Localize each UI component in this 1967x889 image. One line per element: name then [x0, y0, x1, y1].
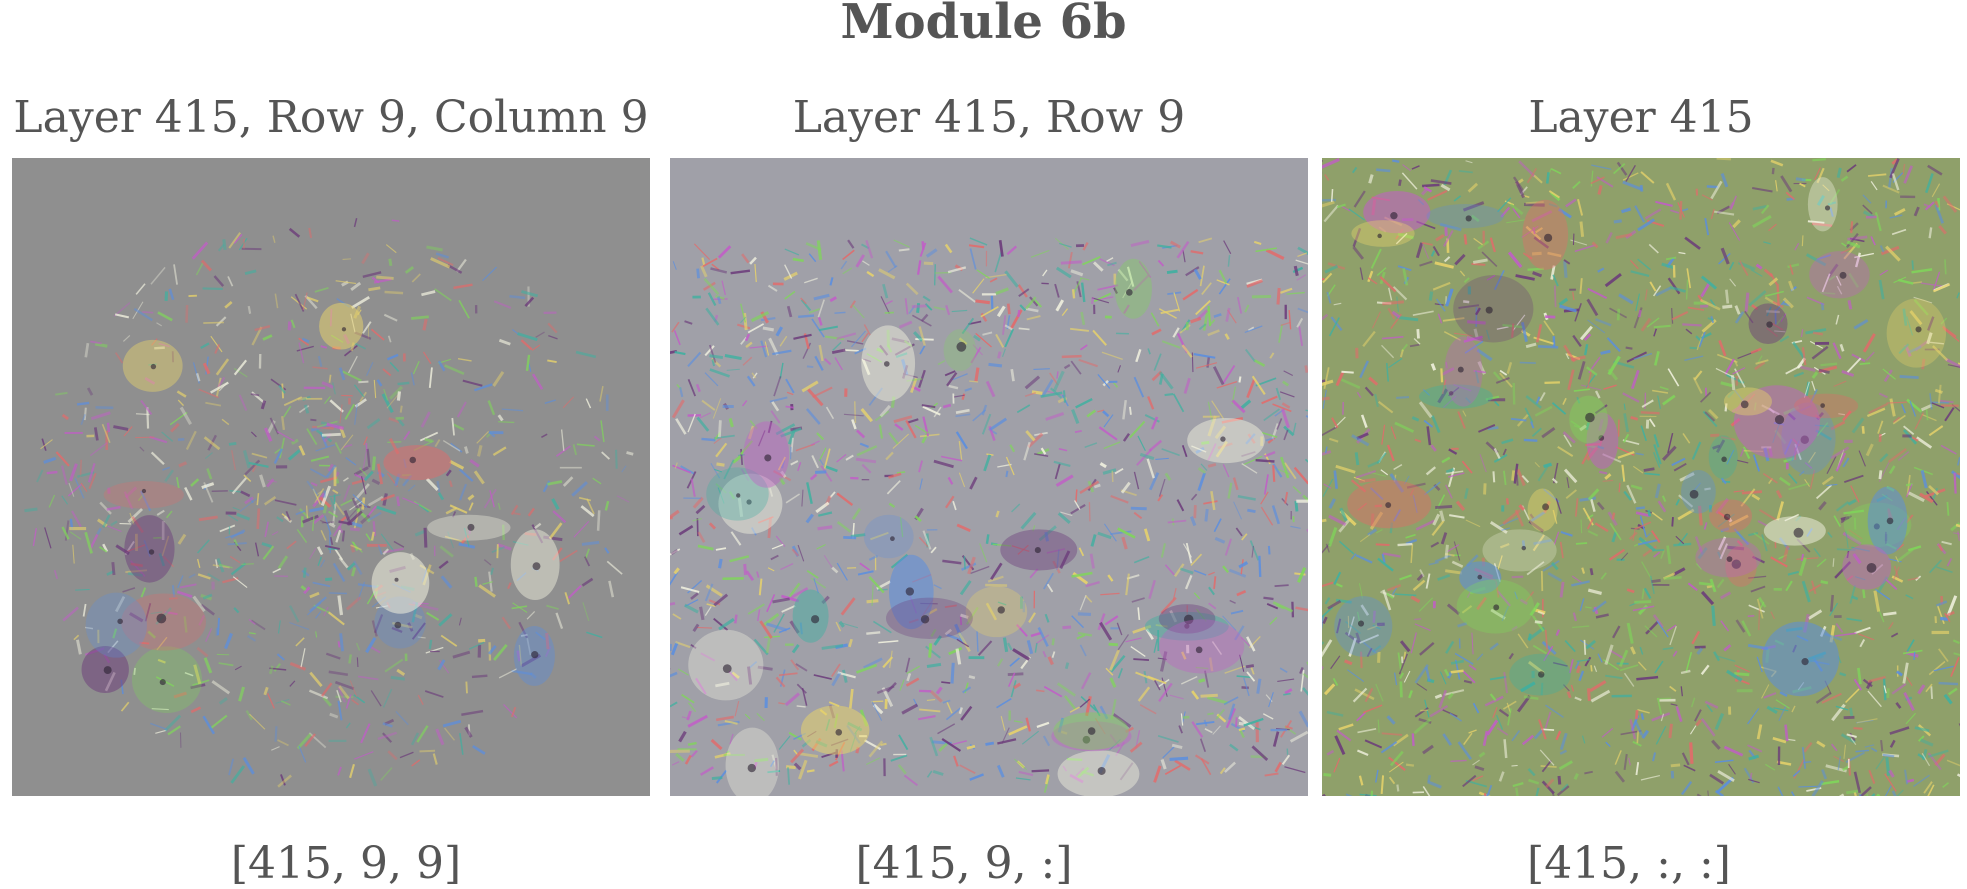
visualization-image-layer	[1322, 158, 1960, 796]
index-label-row: [415, 9, :]	[645, 838, 1283, 889]
feature-visualization-row	[670, 158, 1308, 796]
panel-heading-row: Layer 415, Row 9	[670, 92, 1308, 143]
feature-visualization-layer	[1322, 158, 1960, 796]
panel-heading-neuron: Layer 415, Row 9, Column 9	[12, 92, 650, 143]
index-label-layer: [415, :, :]	[1300, 838, 1958, 889]
panel-heading-layer: Layer 415	[1322, 92, 1960, 143]
figure-title: Module 6b	[0, 0, 1967, 50]
index-label-neuron: [415, 9, 9]	[12, 838, 680, 889]
visualization-image-neuron	[12, 158, 650, 796]
visualization-image-row	[670, 158, 1308, 796]
feature-visualization-neuron	[12, 158, 650, 796]
